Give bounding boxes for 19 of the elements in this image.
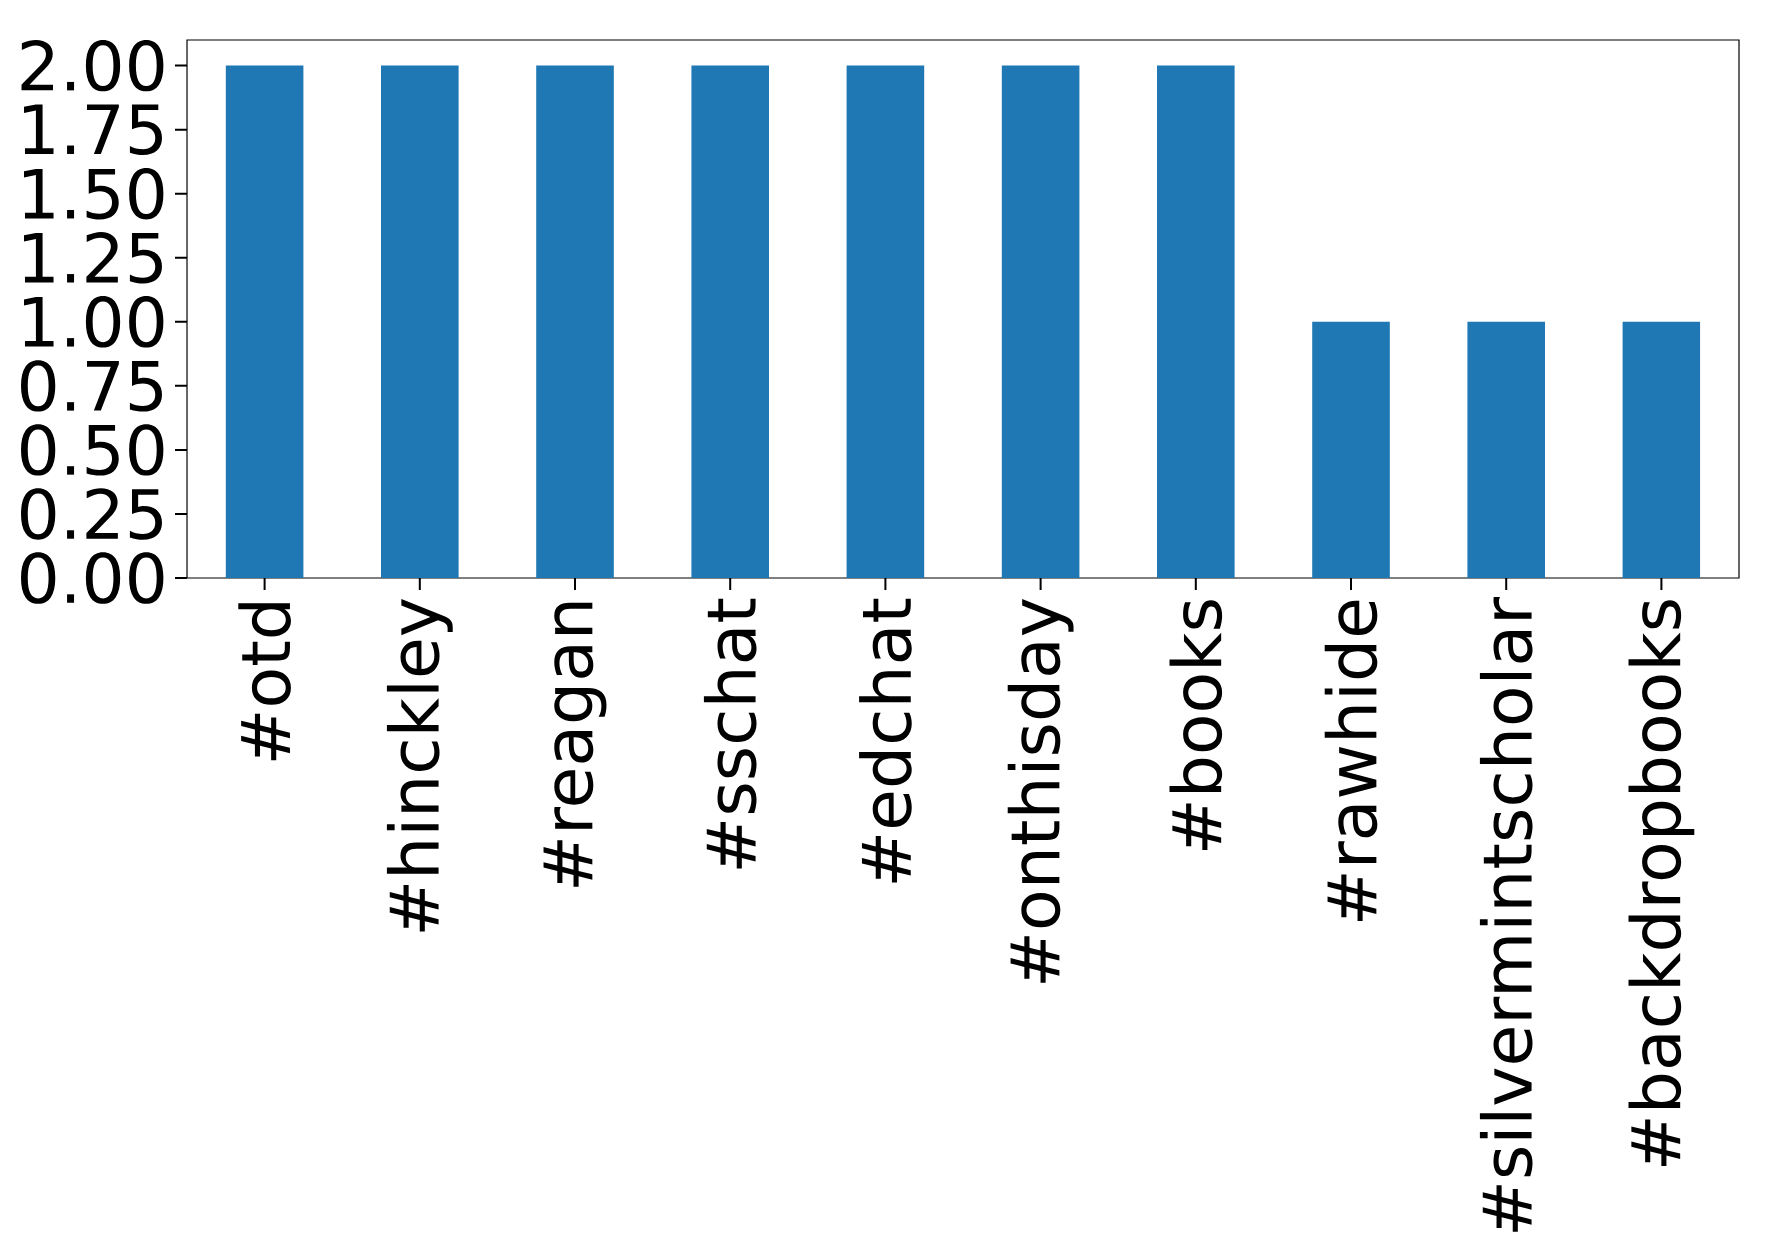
x-tick-label: #edchat — [859, 598, 912, 883]
x-tick-label: #onthisday — [1007, 599, 1074, 983]
y-tick-label: 0.00 — [21, 552, 164, 604]
x-tick-label: #hinckley — [386, 599, 453, 932]
x-tick-label: #rawhide — [1324, 600, 1378, 922]
y-tick-label: 1.25 — [24, 232, 162, 284]
x-tick-label: #sschat — [703, 598, 757, 869]
y-tick-label: 1.00 — [24, 296, 164, 348]
x-tick-label: #books — [1169, 600, 1223, 851]
x-tick-label: #backdropbooks — [1628, 600, 1695, 1167]
y-tick-label: 0.50 — [21, 424, 164, 476]
x-tick-label: #silvermintscholar — [1479, 597, 1533, 1232]
y-tick-label: 2.00 — [21, 40, 164, 92]
y-tick-label: 0.75 — [21, 360, 162, 412]
y-tick-label: 0.25 — [21, 488, 162, 540]
x-tick-label: #otd — [238, 603, 291, 761]
x-tick-label: #reagan — [543, 602, 607, 887]
y-tick-label: 1.50 — [24, 168, 164, 220]
y-tick-label: 1.75 — [24, 104, 162, 156]
